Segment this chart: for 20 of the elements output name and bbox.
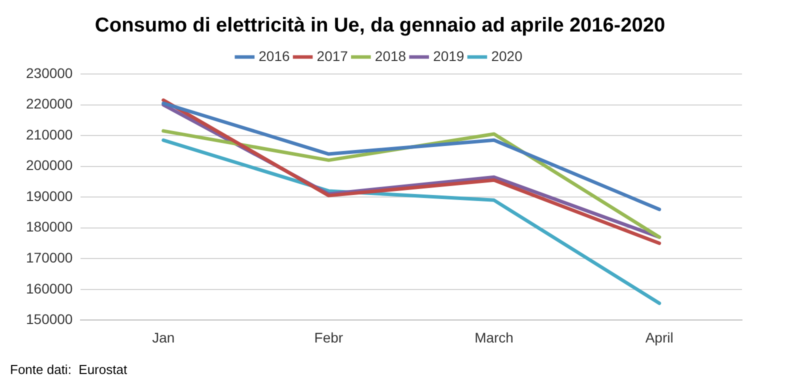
x-tick-label: April (645, 329, 674, 346)
y-tick-label: 160000 (26, 280, 73, 296)
x-tick-label: Jan (152, 329, 175, 346)
y-tick-label: 230000 (26, 64, 73, 81)
x-tick-label: Febr (314, 329, 344, 346)
legend-label: 2020 (491, 48, 523, 64)
y-tick-label: 180000 (26, 218, 73, 235)
y-tick-label: 170000 (26, 250, 73, 266)
y-tick-label: 200000 (26, 157, 73, 174)
chart-title: Consumo di elettricità in Ue, da gennaio ad aprile 2016-2020 (94, 14, 666, 37)
y-tick-label: 220000 (26, 96, 73, 112)
legend-label: 2017 (316, 48, 348, 64)
legend-label: 2018 (374, 48, 406, 64)
legend-label: 2016 (258, 48, 290, 64)
x-tick-label: March (474, 329, 514, 346)
y-tick-label: 210000 (26, 126, 73, 142)
legend-label: 2019 (433, 48, 464, 64)
source-note: Fonte dati: Eurostat (10, 362, 128, 378)
y-tick-label: 150000 (26, 311, 73, 328)
y-tick-label: 190000 (26, 188, 73, 204)
